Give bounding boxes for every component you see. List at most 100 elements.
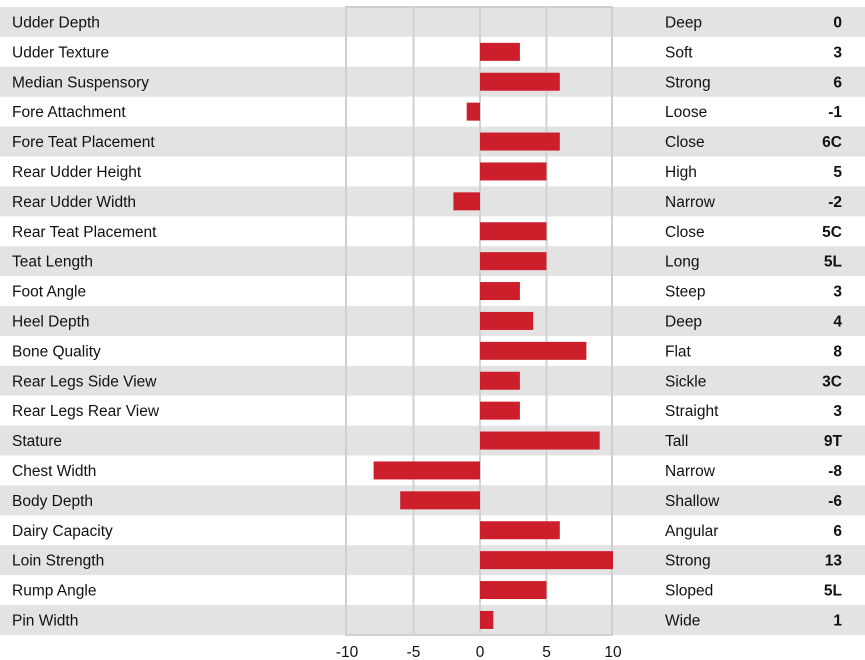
score-label: -1	[828, 104, 842, 121]
trait-label: Rear Teat Placement	[12, 224, 157, 241]
trait-label: Chest Width	[12, 463, 96, 480]
row-stripe	[0, 306, 865, 336]
bar	[480, 222, 547, 241]
x-tick-label: -10	[336, 644, 359, 660]
descriptor-label: Deep	[665, 313, 702, 330]
row-stripe	[0, 365, 865, 396]
descriptor-label: Loose	[665, 104, 707, 121]
x-tick-label: -5	[407, 644, 421, 660]
score-label: 0	[833, 14, 842, 31]
row-stripe	[0, 425, 865, 456]
row-stripe	[0, 605, 865, 635]
row-stripe	[0, 186, 865, 217]
score-label: -8	[828, 463, 842, 480]
descriptor-label: Wide	[665, 612, 700, 629]
descriptor-label: Narrow	[665, 194, 716, 211]
descriptor-label: Shallow	[665, 493, 720, 510]
score-label: 4	[833, 313, 842, 330]
score-label: 13	[825, 553, 843, 570]
score-label: 1	[833, 612, 842, 629]
score-label: 9T	[824, 433, 843, 450]
trait-label: Rear Legs Rear View	[12, 403, 160, 420]
descriptor-label: Long	[665, 254, 699, 271]
x-tick-label: 5	[542, 644, 551, 660]
bar	[480, 311, 534, 330]
descriptor-label: Angular	[665, 523, 718, 540]
trait-label: Rump Angle	[12, 583, 96, 600]
trait-label: Fore Attachment	[12, 104, 126, 121]
score-label: 3C	[822, 373, 842, 390]
descriptor-label: Strong	[665, 553, 711, 570]
trait-label: Bone Quality	[12, 343, 101, 360]
descriptor-label: Sloped	[665, 583, 713, 600]
trait-label: Dairy Capacity	[12, 523, 113, 540]
descriptor-label: Steep	[665, 284, 706, 301]
bar	[480, 431, 600, 450]
score-label: 3	[833, 284, 842, 301]
x-axis-ticks: -10 -5 0 5 10	[336, 644, 622, 660]
row-stripe	[0, 66, 865, 97]
bar	[480, 341, 587, 360]
row-labels: Udder Depth Deep 0 Udder Texture Soft 3 Median…	[12, 14, 843, 629]
score-label: 5	[833, 164, 842, 181]
trait-label: Udder Depth	[12, 14, 100, 31]
bar	[466, 102, 480, 121]
row-stripe	[0, 246, 865, 277]
score-label: 5L	[824, 583, 842, 600]
bar	[480, 521, 560, 540]
trait-label: Fore Teat Placement	[12, 134, 155, 151]
score-label: 5L	[824, 254, 842, 271]
trait-label: Loin Strength	[12, 553, 104, 570]
trait-label: Rear Udder Height	[12, 164, 142, 181]
score-label: 5C	[822, 224, 842, 241]
descriptor-label: Flat	[665, 343, 692, 360]
descriptor-label: Close	[665, 134, 705, 151]
bar	[480, 252, 547, 271]
bar	[373, 461, 480, 480]
x-tick-label: 10	[604, 644, 622, 660]
trait-label: Rear Legs Side View	[12, 373, 157, 390]
bar	[480, 72, 560, 91]
score-label: -2	[828, 194, 842, 211]
score-label: 6	[833, 74, 842, 91]
trait-label: Median Suspensory	[12, 74, 149, 91]
row-stripe	[0, 545, 865, 576]
bar	[480, 42, 520, 61]
score-label: 3	[833, 403, 842, 420]
score-label: 6C	[822, 134, 842, 151]
x-tick-label: 0	[476, 644, 485, 660]
bar	[480, 371, 520, 390]
trait-label: Heel Depth	[12, 313, 90, 330]
row-stripe	[0, 126, 865, 157]
trait-label: Teat Length	[12, 254, 93, 271]
trait-label: Udder Texture	[12, 44, 109, 61]
descriptor-label: Deep	[665, 14, 702, 31]
bar	[480, 282, 520, 301]
row-stripes	[0, 7, 865, 635]
bar	[400, 491, 480, 510]
score-label: 3	[833, 44, 842, 61]
descriptor-label: Straight	[665, 403, 719, 420]
descriptor-label: Strong	[665, 74, 711, 91]
score-label: -6	[828, 493, 842, 510]
trait-label: Stature	[12, 433, 62, 450]
trait-label: Pin Width	[12, 612, 78, 629]
descriptor-label: Close	[665, 224, 705, 241]
descriptor-label: Narrow	[665, 463, 716, 480]
bar	[480, 401, 520, 420]
descriptor-label: High	[665, 164, 697, 181]
descriptor-label: Soft	[665, 44, 693, 61]
trait-label: Foot Angle	[12, 284, 86, 301]
row-stripe	[0, 7, 865, 37]
score-label: 8	[833, 343, 842, 360]
bars	[373, 42, 613, 629]
descriptor-label: Sickle	[665, 373, 706, 390]
bar	[480, 132, 560, 151]
trait-label: Body Depth	[12, 493, 93, 510]
descriptor-label: Tall	[665, 433, 688, 450]
score-label: 6	[833, 523, 842, 540]
bar	[480, 610, 494, 629]
bar	[480, 581, 547, 600]
bar	[453, 192, 480, 211]
